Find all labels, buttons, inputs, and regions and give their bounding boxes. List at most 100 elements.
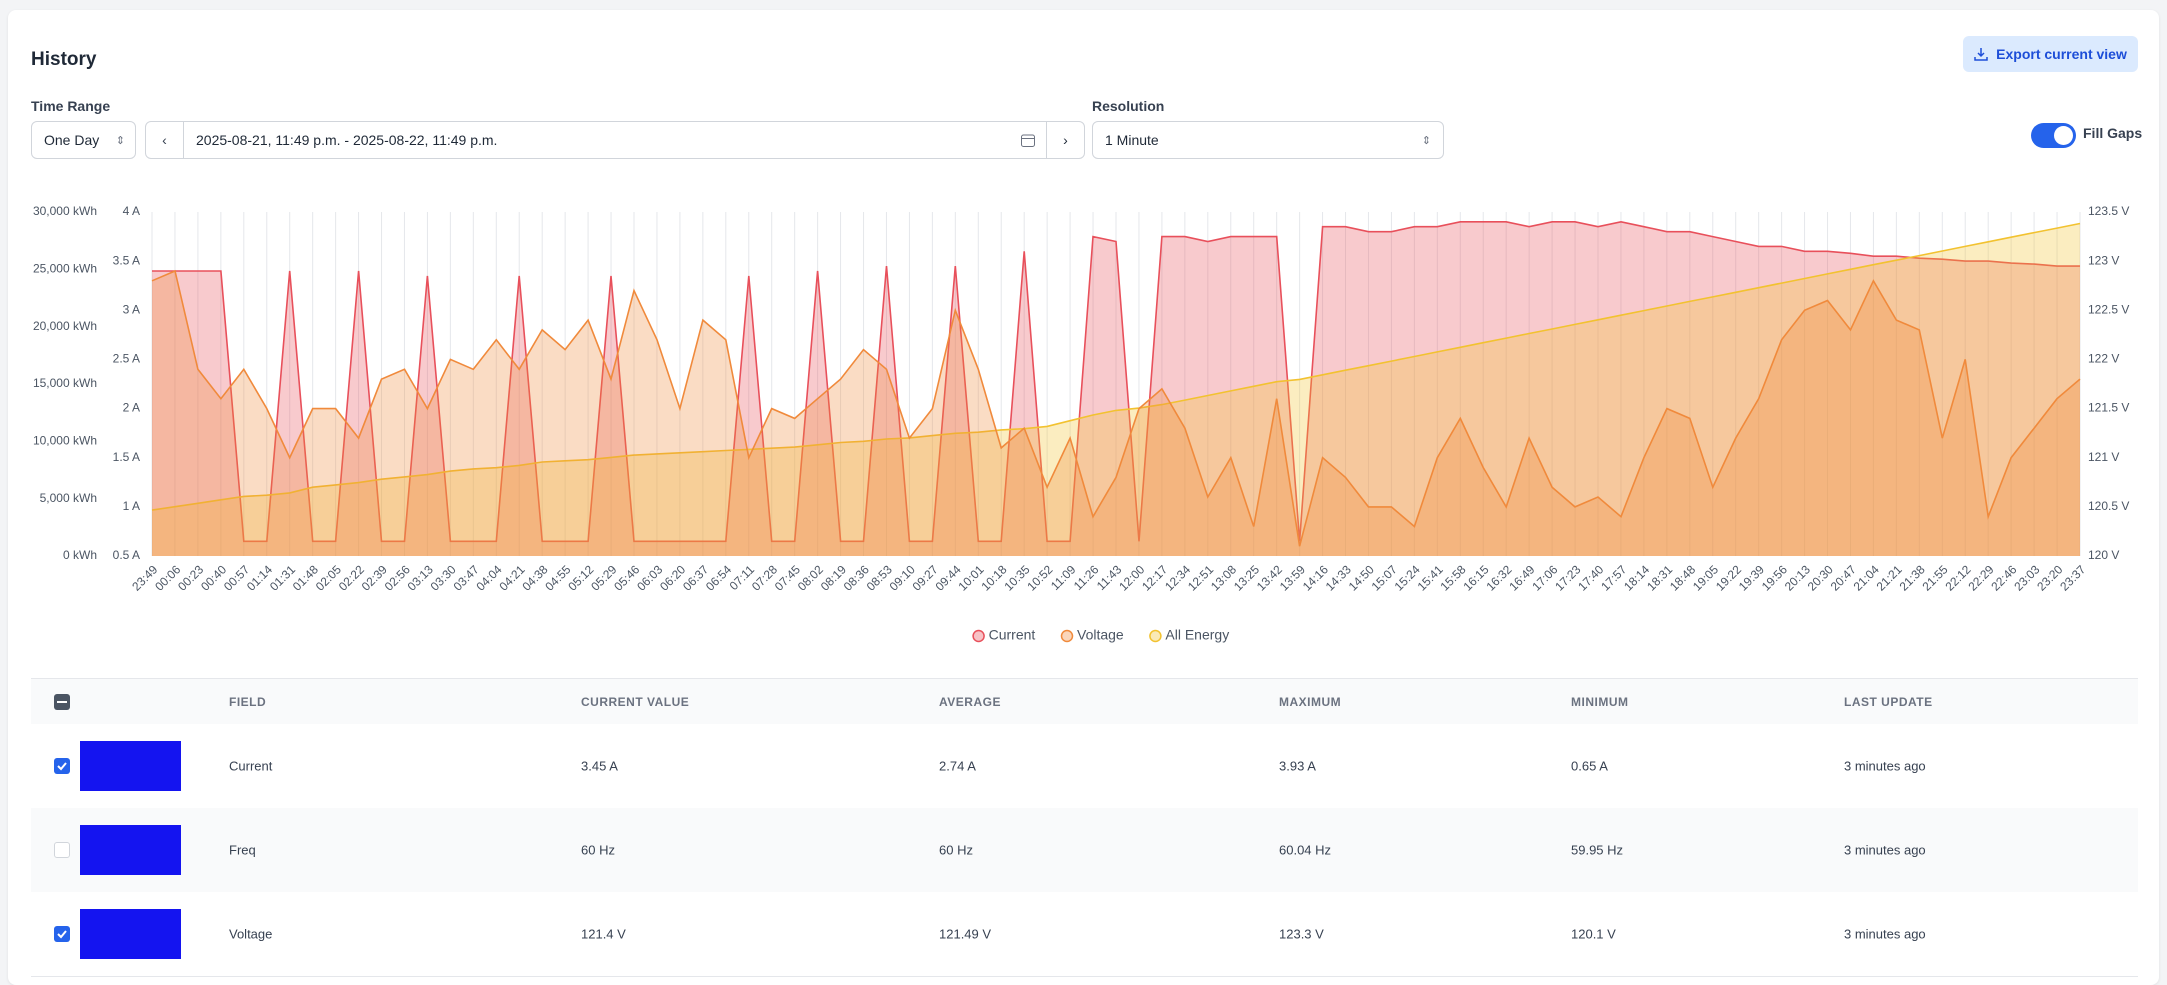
- x-tick-label: 06:54: [703, 562, 734, 593]
- calendar-icon[interactable]: [1010, 132, 1046, 148]
- time-range-select[interactable]: One Day ⇕: [31, 121, 136, 159]
- row-checkbox[interactable]: [54, 926, 70, 942]
- x-tick-label: 03:13: [405, 562, 436, 593]
- row-checkbox[interactable]: [54, 842, 70, 858]
- x-tick-label: 01:48: [290, 562, 321, 593]
- x-tick-label: 20:13: [1782, 562, 1813, 593]
- x-tick-label: 16:32: [1483, 562, 1514, 593]
- x-tick-label: 02:39: [359, 562, 390, 593]
- y-tick-label: 122.5 V: [2088, 302, 2129, 316]
- x-tick-label: 11:26: [1071, 562, 1102, 593]
- table-row: Freq 60 Hz 60 Hz 60.04 Hz 59.95 Hz 3 minutes …: [31, 808, 2138, 893]
- table-row: Voltage 121.4 V 121.49 V 123.3 V 120.1 V 3 mi…: [31, 892, 2138, 977]
- y-tick-label: 2.5 A: [113, 352, 140, 366]
- table-cell: 121.49 V: [939, 926, 992, 942]
- x-tick-label: 08:19: [818, 562, 849, 593]
- y-tick-label: 121 V: [2088, 450, 2119, 464]
- x-tick-label: 08:53: [864, 562, 895, 593]
- sparkline: [80, 909, 181, 959]
- x-tick-label: 13:25: [1231, 562, 1262, 593]
- table-cell: Freq: [229, 842, 256, 858]
- column-header: AVERAGE: [939, 694, 1001, 709]
- x-tick-label: 12:34: [1162, 562, 1193, 593]
- column-header: LAST UPDATE: [1844, 694, 1933, 709]
- x-tick-label: 04:38: [519, 562, 550, 593]
- x-tick-label: 19:22: [1713, 562, 1744, 593]
- x-tick-label: 19:05: [1690, 562, 1721, 593]
- x-tick-label: 20:47: [1828, 562, 1859, 593]
- date-range-value[interactable]: 2025-08-21, 11:49 p.m. - 2025-08-22, 11:…: [196, 132, 498, 148]
- row-checkbox[interactable]: [54, 758, 70, 774]
- column-header: MINIMUM: [1571, 694, 1629, 709]
- resolution-value: 1 Minute: [1105, 132, 1159, 148]
- x-tick-label: 05:46: [611, 562, 642, 593]
- x-tick-label: 12:00: [1116, 562, 1147, 593]
- y-tick-label: 1 A: [123, 499, 140, 513]
- x-tick-label: 09:44: [933, 562, 964, 593]
- table-cell: 2.74 A: [939, 758, 976, 774]
- y-tick-label: 3 A: [123, 302, 140, 316]
- x-tick-label: 22:29: [1965, 562, 1996, 593]
- x-tick-label: 19:56: [1759, 562, 1790, 593]
- header-checkbox[interactable]: [54, 693, 70, 710]
- table-cell: 3.45 A: [581, 758, 618, 774]
- x-tick-label: 23:20: [2034, 562, 2065, 593]
- x-tick-label: 13:42: [1254, 562, 1285, 593]
- legend-label: Current: [989, 627, 1036, 643]
- resolution-label: Resolution: [1092, 98, 1165, 114]
- x-tick-label: 03:47: [451, 562, 482, 593]
- x-tick-label: 14:33: [1323, 562, 1354, 593]
- x-tick-label: 17:57: [1598, 562, 1629, 593]
- export-button[interactable]: Export current view: [1963, 36, 2138, 72]
- y-tick-label: 4 A: [123, 204, 140, 218]
- table-cell: 3 minutes ago: [1844, 842, 1926, 858]
- y-tick-label: 20,000 kWh: [33, 319, 97, 333]
- header-row: FIELD CURRENT VALUE AVERAGE MAXIMUM MINIMUM L…: [31, 679, 2138, 725]
- x-tick-label: 04:04: [474, 562, 505, 593]
- x-tick-label: 15:41: [1415, 562, 1446, 593]
- x-tick-label: 01:14: [244, 562, 275, 593]
- next-button[interactable]: ›: [1046, 122, 1084, 158]
- x-tick-label: 15:58: [1438, 562, 1469, 593]
- y-tick-label: 120.5 V: [2088, 499, 2129, 513]
- fill-gaps-toggle[interactable]: [2031, 123, 2076, 148]
- x-tick-label: 05:12: [565, 562, 596, 593]
- x-tick-label: 13:08: [1208, 562, 1239, 593]
- x-tick-label: 04:55: [542, 562, 573, 593]
- y-tick-label: 15,000 kWh: [33, 376, 97, 390]
- y-tick-label: 121.5 V: [2088, 401, 2129, 415]
- x-tick-label: 08:36: [841, 562, 872, 593]
- y-tick-label: 123 V: [2088, 253, 2119, 267]
- y-tick-label: 120 V: [2088, 548, 2119, 562]
- y-tick-label: 1.5 A: [113, 450, 140, 464]
- x-tick-label: 10:35: [1001, 562, 1032, 593]
- column-header: MAXIMUM: [1279, 694, 1342, 709]
- table-cell: 121.4 V: [581, 926, 626, 942]
- resolution-select[interactable]: 1 Minute ⇕: [1092, 121, 1444, 159]
- legend-swatch: [1060, 629, 1074, 643]
- y-tick-label: 122 V: [2088, 352, 2119, 366]
- x-tick-label: 21:55: [1920, 562, 1951, 593]
- sparkline: [80, 741, 181, 791]
- column-header: CURRENT VALUE: [581, 694, 690, 709]
- x-tick-label: 14:16: [1300, 562, 1331, 593]
- legend-label: Voltage: [1077, 627, 1124, 643]
- x-tick-label: 20:30: [1805, 562, 1836, 593]
- table-cell: 59.95 Hz: [1571, 842, 1624, 858]
- x-tick-label: 13:59: [1277, 562, 1308, 593]
- export-label: Export current view: [1996, 46, 2127, 62]
- x-tick-label: 10:52: [1024, 562, 1055, 593]
- prev-button[interactable]: ‹: [146, 122, 184, 158]
- date-range: ‹ 2025-08-21, 11:49 p.m. - 2025-08-22, 1…: [145, 121, 1085, 159]
- x-tick-label: 11:09: [1048, 562, 1079, 593]
- y-tick-label: 2 A: [123, 401, 140, 415]
- x-tick-label: 22:46: [1988, 562, 2019, 593]
- x-tick-label: 06:03: [634, 562, 665, 593]
- x-tick-label: 21:04: [1851, 562, 1882, 593]
- x-tick-label: 17:40: [1575, 562, 1606, 593]
- x-tick-label: 02:56: [382, 562, 413, 593]
- x-tick-label: 23:37: [2057, 562, 2088, 593]
- x-tick-label: 01:31: [267, 562, 298, 593]
- x-tick-label: 22:12: [1942, 562, 1973, 593]
- x-tick-label: 12:17: [1139, 562, 1170, 593]
